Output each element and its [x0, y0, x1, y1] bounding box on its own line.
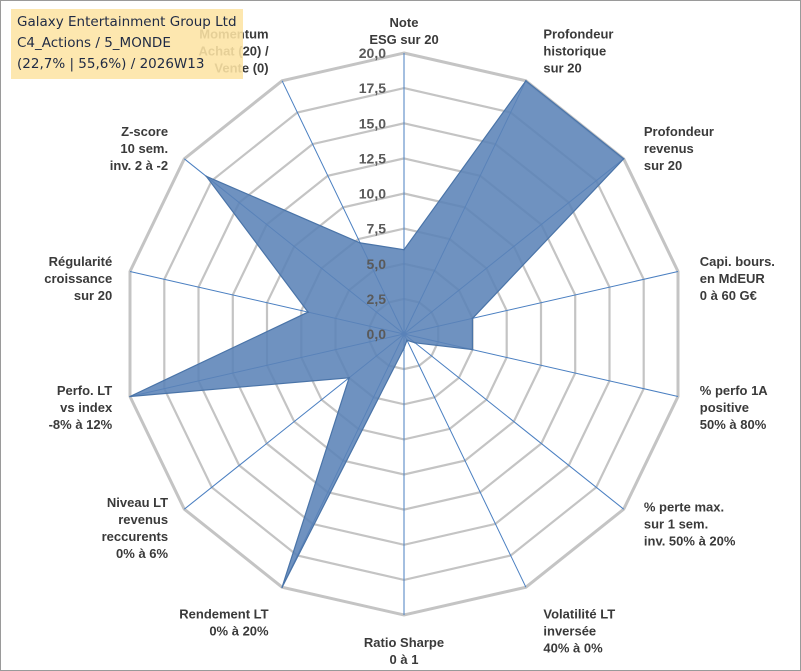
data-point-4	[471, 348, 474, 351]
tick-label: 5,0	[367, 256, 387, 272]
tick-label: 12,5	[359, 150, 386, 166]
radar-tick-labels: 0,0 2,5 5,0 7,5 10,0 12,5 15,0 17,5 20,0	[359, 45, 386, 342]
axis-label-line: 0 à 60 G€	[700, 288, 757, 303]
axis-label-line: sur 20	[543, 61, 581, 76]
axis-label-11: Régularité croissance sur 20	[44, 254, 112, 303]
spoke-5	[403, 333, 625, 510]
tick-label: 2,5	[367, 291, 387, 307]
axis-label-10: Perfo. LT vs index -8% à 12%	[49, 383, 113, 432]
axis-label-line: Volatilité LT	[543, 606, 615, 621]
data-point-7	[403, 347, 405, 349]
tick-label: 0,0	[367, 326, 387, 342]
axis-label-line: Capi. bours.	[700, 254, 775, 269]
data-point-10	[129, 395, 131, 398]
radar-series	[129, 79, 625, 588]
axis-label-line: reccurents	[102, 529, 168, 544]
axis-label-line: 0% à 6%	[116, 546, 168, 561]
title-stats: (22,7% | 55,6%) / 2026W13	[17, 56, 205, 72]
axis-label-line: 10 sem.	[120, 141, 168, 156]
axis-label-line: historique	[543, 44, 606, 59]
axis-label-5: % perte max. sur 1 sem. inv. 50% à 20%	[644, 499, 736, 548]
axis-label-line: sur 20	[644, 158, 682, 173]
axis-label-line: 0 à 1	[390, 652, 419, 667]
data-point-6	[406, 339, 408, 342]
axis-label-line: % perfo 1A	[700, 383, 769, 398]
axis-label-1: Profondeur historique sur 20	[543, 27, 613, 76]
axis-label-line: Ratio Sharpe	[364, 635, 444, 650]
axis-label-line: Niveau LT	[107, 495, 168, 510]
axis-label-line: inv. 50% à 20%	[644, 533, 736, 548]
axis-label-line: en MdEUR	[700, 271, 766, 286]
axis-label-9: Niveau LT revenus reccurents 0% à 6%	[102, 495, 169, 561]
radar-axis-labels: Note ESG sur 20 Profondeur historique sur 20…	[44, 15, 775, 667]
axis-label-0: Note ESG sur 20	[369, 15, 438, 47]
axis-label-line: -8% à 12%	[49, 417, 113, 432]
title-category: C4_Actions / 5_MONDE	[17, 35, 171, 51]
axis-label-2: Profondeur revenus sur 20	[644, 124, 714, 173]
axis-label-line: Profondeur	[644, 124, 714, 139]
data-point-9	[348, 377, 350, 379]
axis-label-line: Profondeur	[543, 27, 613, 42]
data-point-13	[359, 242, 361, 244]
tick-label: 10,0	[359, 186, 386, 202]
axis-label-line: inversée	[543, 623, 596, 638]
axis-label-line: sur 20	[74, 288, 112, 303]
axis-label-line: ESG sur 20	[369, 32, 438, 47]
data-point-0	[403, 248, 405, 251]
axis-label-8: Rendement LT 0% à 20%	[179, 606, 269, 638]
axis-label-line: vs index	[60, 400, 113, 415]
axis-label-line: % perte max.	[644, 499, 724, 514]
axis-label-6: Volatilité LT inversée 40% à 0%	[543, 606, 615, 655]
axis-label-line: positive	[700, 400, 749, 415]
title-box: Galaxy Entertainment Group Ltd C4_Action…	[11, 9, 243, 79]
axis-label-line: Note	[390, 15, 419, 30]
data-point-3	[471, 317, 474, 320]
axis-label-line: Rendement LT	[179, 606, 268, 621]
axis-label-line: revenus	[118, 512, 168, 527]
axis-label-3: Capi. bours. en MdEUR 0 à 60 G€	[700, 254, 775, 303]
axis-label-line: croissance	[44, 271, 112, 286]
axis-label-line: Z-score	[121, 124, 168, 139]
tick-label: 20,0	[359, 45, 386, 61]
title-company: Galaxy Entertainment Group Ltd	[17, 14, 237, 30]
axis-label-line: Régularité	[49, 254, 113, 269]
data-point-8	[281, 586, 283, 588]
data-point-11	[307, 311, 309, 313]
tick-label: 17,5	[359, 80, 386, 96]
axis-label-line: revenus	[644, 141, 694, 156]
tick-label: 15,0	[359, 115, 386, 131]
tick-label: 7,5	[367, 221, 387, 237]
data-point-12	[205, 175, 208, 178]
axis-label-line: Perfo. LT	[57, 383, 112, 398]
axis-label-line: 0% à 20%	[209, 623, 269, 638]
axis-label-7: Ratio Sharpe 0 à 1	[364, 635, 444, 667]
axis-label-line: 40% à 0%	[543, 640, 603, 655]
axis-label-4: % perfo 1A positive 50% à 80%	[700, 383, 769, 432]
data-point-2	[622, 158, 625, 160]
axis-label-line: sur 1 sem.	[644, 516, 708, 531]
data-point-1	[525, 80, 527, 82]
data-point-5	[414, 342, 416, 344]
axis-label-line: 50% à 80%	[700, 417, 767, 432]
axis-label-line: inv. 2 à -2	[110, 158, 168, 173]
spoke-6	[403, 333, 527, 588]
axis-label-12: Z-score 10 sem. inv. 2 à -2	[110, 124, 168, 173]
